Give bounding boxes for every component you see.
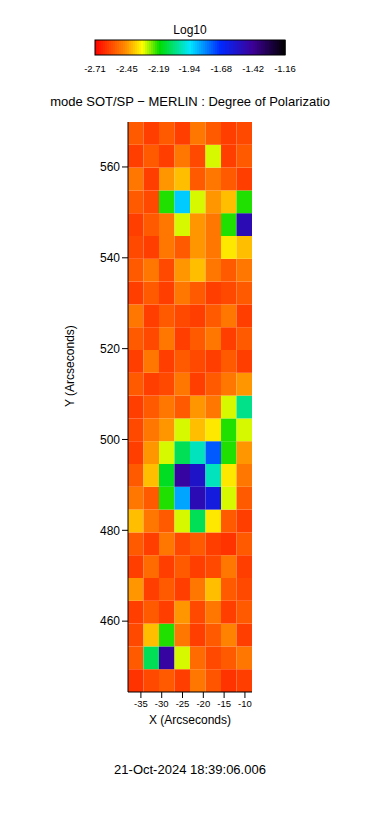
svg-text:-20: -20: [196, 698, 210, 709]
html-text:21-Oct-2024 18:39:06.006: 21-Oct-2024 18:39:06.006: [114, 762, 266, 777]
svg-text:mode SOT/SP − MERLIN : Degree: mode SOT/SP − MERLIN : Degree of Polariz…: [50, 94, 330, 109]
svg-text:460: 460: [100, 614, 120, 628]
svg-text:-1.94: -1.94: [179, 63, 201, 74]
svg-text:560: 560: [100, 160, 120, 174]
svg-text:X (Arcseconds): X (Arcseconds): [149, 713, 231, 727]
svg-text:Log10: Log10: [173, 23, 207, 37]
svg-text:-25: -25: [176, 698, 190, 709]
svg-text:540: 540: [100, 251, 120, 265]
svg-text:-2.71: -2.71: [84, 63, 106, 74]
svg-text:480: 480: [100, 524, 120, 538]
svg-text:-2.45: -2.45: [116, 63, 138, 74]
svg-text:-2.19: -2.19: [148, 63, 170, 74]
svg-text:-35: -35: [134, 698, 148, 709]
svg-text:-1.68: -1.68: [210, 63, 232, 74]
svg-text:Y (Arcseconds): Y (Arcseconds): [63, 325, 77, 407]
svg-text:-1.42: -1.42: [242, 63, 264, 74]
svg-text:-10: -10: [238, 698, 252, 709]
svg-text:-15: -15: [217, 698, 231, 709]
svg-text:500: 500: [100, 433, 120, 447]
svg-text:-30: -30: [155, 698, 169, 709]
svg-text:520: 520: [100, 342, 120, 356]
svg-text:-1.16: -1.16: [274, 63, 296, 74]
